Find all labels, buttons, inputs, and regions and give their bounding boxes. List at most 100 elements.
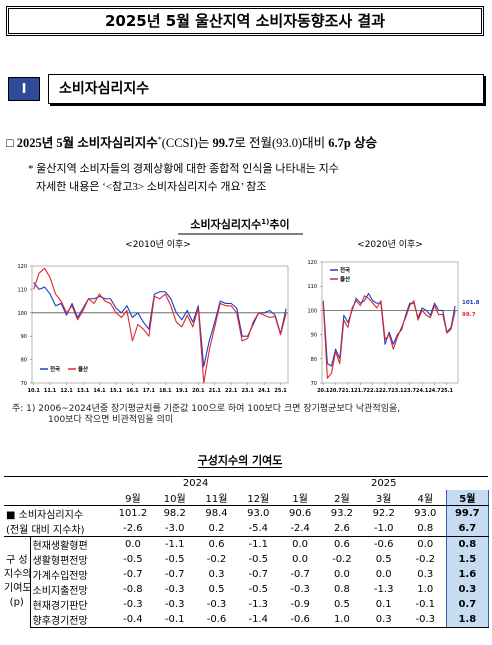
x-tick-label: 12.1 xyxy=(60,388,73,394)
header-cell xyxy=(4,476,112,490)
table-cell: 0.0 xyxy=(292,554,309,565)
table-cell: 92.2 xyxy=(372,508,395,519)
figure-title-note: 1) xyxy=(261,218,269,226)
table-cell: 0.3 xyxy=(417,569,434,580)
table-cell: 98.2 xyxy=(163,508,186,519)
group-label-line: 지수의 xyxy=(4,569,32,581)
x-tick-label: 25.1 xyxy=(441,388,454,394)
table-cell: -0.9 xyxy=(290,599,310,610)
table-cell: -0.7 xyxy=(290,569,310,580)
table-row: 소비지출전망 -0.8 -0.3 0.5 -0.5 -0.3 0.8 -1.3 1.0 0.3 xyxy=(4,582,489,597)
table-cell: -1.0 xyxy=(362,521,405,537)
table-cell: -2.6 xyxy=(112,521,154,537)
table-row: (전월 대비 지수차) -2.6 -3.0 0.2 -5.4 -2.4 2.6 -1.0 0.8… xyxy=(4,521,489,537)
table-cell: -1.3 xyxy=(373,584,394,595)
summary-text: 93.0 xyxy=(276,136,298,150)
table-cell: -0.7 xyxy=(248,569,269,580)
plot-frame xyxy=(31,265,289,384)
table-cell: -0.7 xyxy=(123,569,143,580)
table-cell: -1.3 xyxy=(248,599,269,610)
x-tick-label: 16.1 xyxy=(126,388,139,394)
summary: □ 2025년 5월 소비자심리지수*(CCSI)는 99.7로 전월(93.0… xyxy=(6,132,377,151)
table-cell: -0.2 xyxy=(206,554,227,565)
row-label: 가계수입전망 xyxy=(32,571,88,582)
summary-text: 6.7p 상승 xyxy=(328,136,377,150)
x-tick-label: 25.1 xyxy=(274,388,287,394)
figure-title-text: 소비자심리지수 xyxy=(190,217,261,231)
x-tick-label: 23.1 xyxy=(391,388,404,394)
month-header: 10월 xyxy=(153,490,196,506)
month-header: 12월 xyxy=(237,490,280,506)
table-cell: -0.3 xyxy=(164,584,185,595)
summary-text: 99.7 xyxy=(212,136,235,150)
table-cell: 0.8 xyxy=(404,521,447,537)
table-cell: -5.4 xyxy=(237,521,280,537)
table-cell: -0.5 xyxy=(248,584,269,595)
table-cell: -0.8 xyxy=(123,584,143,595)
table-cell: -0.4 xyxy=(112,612,154,628)
table-wrap: 2024 2025 9월 10월 11월 12월 1월 2월 3월 4월 5월 ■ 소비자심리지수 10… xyxy=(4,476,489,628)
table-cell: 0.3 xyxy=(208,569,225,580)
summary-text: 2025년 5월 소비자심리지수 xyxy=(16,136,158,150)
table-cell: -3.0 xyxy=(153,521,196,537)
x-tick-label: 17.1 xyxy=(143,388,156,394)
plot-frame xyxy=(321,261,459,384)
x-tick-label: 24.1 xyxy=(416,388,429,394)
month-header: 1월 xyxy=(279,490,321,506)
x-tick-label: 21.7 xyxy=(354,388,367,394)
summary-text: (CCSI)는 xyxy=(161,136,213,150)
y-tick-label: 90 xyxy=(21,334,27,340)
row-label: ■ 소비자심리지수 xyxy=(6,510,84,521)
row-label: (전월 대비 지수차) xyxy=(4,521,112,537)
table-cell: -0.3 xyxy=(404,612,447,628)
x-tick-label: 20.1 xyxy=(192,388,205,394)
x-tick-label: 24.7 xyxy=(428,388,441,394)
x-tick-label: 23.7 xyxy=(404,388,417,394)
table-cell: 0.0 xyxy=(333,569,350,580)
summary-box: □ xyxy=(6,136,14,150)
y-tick-label: 90 xyxy=(311,333,317,339)
table-cell: -1.1 xyxy=(164,539,185,550)
table-title: 구성지수의 기여도 xyxy=(197,454,283,468)
table-cell: 1.8 xyxy=(445,612,489,628)
table-cell: 1.5 xyxy=(445,552,489,567)
y-tick-label: 110 xyxy=(307,284,317,290)
figure-footnote: 주: 1) 2006~2024년중 장기평균치를 기준값 100으로 하여 10… xyxy=(12,402,400,414)
x-tick-label: 22.1 xyxy=(367,388,380,394)
table-cell: 2.6 xyxy=(321,521,363,537)
table-cell: -0.7 xyxy=(164,569,185,580)
table-cell: 0.0 xyxy=(417,539,434,550)
table-cell: -0.3 xyxy=(206,599,227,610)
x-tick-label: 22.1 xyxy=(225,388,238,394)
table-cell: -0.5 xyxy=(164,554,185,565)
legend-label: 전국 xyxy=(340,266,350,274)
row-label: 생활형편전망 xyxy=(32,556,88,567)
table-cell: -0.3 xyxy=(290,584,310,595)
table-row: 구 성 지수의 기여도 (p) 현재생활형편 0.0 -1.1 0.6 -1.1 0.0 0.6 -0… xyxy=(4,536,489,628)
row-label: 현재경기판단 xyxy=(32,601,88,612)
table-row: 향후경기전망 -0.4 -0.1 -0.6 -1.4 -0.6 1.0 0.3 -0.3 1.8 xyxy=(4,612,489,628)
chart-subtitle: <2020년 이후> xyxy=(357,239,423,250)
legend-label: 울산 xyxy=(78,365,88,373)
end-value-label: 99.7 xyxy=(462,312,476,318)
y-tick-label: 80 xyxy=(21,358,27,364)
table-row: 가계수입전망 -0.7 -0.7 0.3 -0.7 -0.7 0.0 0.0 0.3 1.6 xyxy=(4,567,489,582)
month-header: 11월 xyxy=(195,490,238,506)
x-tick-label: 11.1 xyxy=(44,388,57,394)
y-tick-label: 100 xyxy=(307,308,317,314)
y-tick-label: 80 xyxy=(311,357,317,363)
table-cell: 93.2 xyxy=(330,508,354,519)
month-header: 5월 xyxy=(445,490,489,506)
table-cell: -0.1 xyxy=(415,599,435,610)
table-cell: -0.5 xyxy=(248,554,269,565)
table-cell: 0.5 xyxy=(375,554,392,565)
x-tick-label: 19.1 xyxy=(176,388,189,394)
header-row: 2024 2025 xyxy=(4,476,489,490)
table-cell: -0.3 xyxy=(164,599,185,610)
note: * 울산지역 소비자들의 경제상황에 대한 종합적 인식을 나타내는 지수 xyxy=(28,163,339,175)
x-tick-label: 15.1 xyxy=(110,388,123,394)
table-cell: 0.1 xyxy=(375,599,392,610)
year-header: 2025 xyxy=(279,476,489,490)
